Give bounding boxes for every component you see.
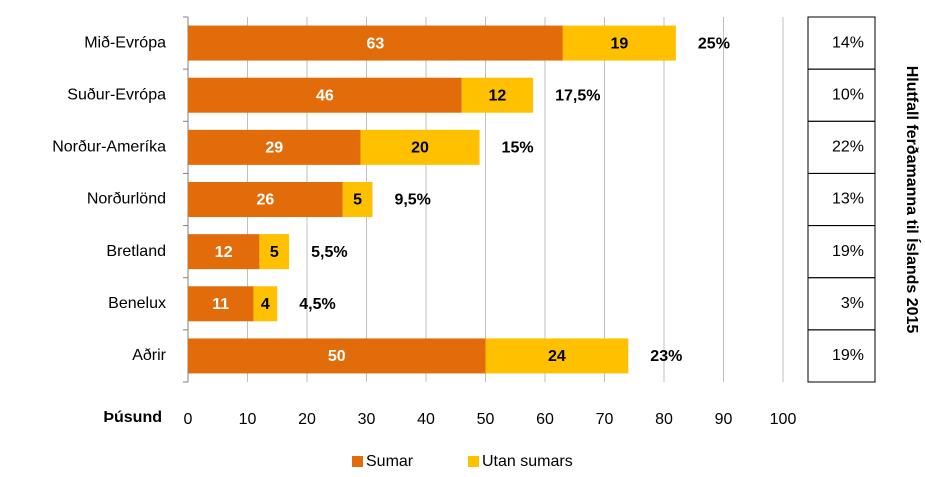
bar-value-label: 4	[261, 296, 270, 313]
bar-value-label: 12	[489, 87, 507, 104]
annotation: 4,5%	[299, 296, 335, 313]
x-tick-label: 10	[239, 411, 257, 428]
bar	[253, 286, 278, 322]
legend-label: Utan sumars	[482, 453, 573, 470]
x-tick-label: 60	[536, 411, 554, 428]
y-tick-label: Mið-Evrópa	[84, 34, 166, 51]
bar-value-label: 5	[353, 192, 362, 209]
annotation: 9,5%	[394, 192, 430, 209]
bar-value-label: 24	[548, 348, 566, 365]
y-tick-label: Suður-Evrópa	[67, 86, 166, 103]
bar-value-label: 26	[256, 192, 274, 209]
bar-value-label: 19	[610, 35, 628, 52]
x-axis-label: Þúsund	[103, 409, 162, 426]
bar-value-label: 63	[367, 35, 385, 52]
x-tick-label: 80	[655, 411, 673, 428]
y-tick-label: Aðrir	[132, 347, 166, 364]
bar	[188, 182, 343, 217]
legend-swatch	[468, 456, 479, 467]
bar-value-label: 50	[328, 348, 346, 365]
x-tick-label: 50	[477, 411, 495, 428]
table-value: 14%	[832, 34, 864, 51]
bar	[360, 129, 480, 165]
bar-value-label: 20	[411, 140, 429, 157]
bar	[188, 286, 254, 322]
table-value: 22%	[832, 139, 864, 156]
x-tick-label: 40	[417, 411, 435, 428]
legend-swatch	[352, 456, 363, 467]
bar	[562, 25, 676, 61]
x-tick-label: 90	[715, 411, 733, 428]
x-tick-label: 30	[358, 411, 376, 428]
bar-value-label: 12	[215, 244, 233, 261]
bar	[188, 129, 361, 165]
bar	[188, 338, 486, 374]
y-tick-label: Norðurlönd	[87, 191, 166, 208]
bar	[342, 182, 373, 217]
annotation: 25%	[698, 35, 730, 52]
bar-value-label: 29	[265, 140, 283, 157]
table-value: 19%	[832, 347, 864, 364]
annotation: 23%	[650, 348, 682, 365]
table-title: Hlutfall ferðamanna til Íslands 2015	[903, 66, 922, 334]
bar-value-label: 46	[316, 87, 334, 104]
table-value: 3%	[841, 295, 864, 312]
table-cell	[807, 329, 876, 383]
bar-value-label: 5	[270, 244, 279, 261]
x-tick-label: 70	[596, 411, 614, 428]
y-tick-label: Norður-Ameríka	[52, 139, 166, 156]
table-value: 13%	[832, 191, 864, 208]
annotation: 5,5%	[311, 244, 347, 261]
y-tick-label: Bretland	[106, 243, 166, 260]
annotation: 17,5%	[555, 87, 600, 104]
bar	[188, 77, 462, 113]
x-tick-label: 0	[184, 411, 193, 428]
annotation: 15%	[502, 140, 534, 157]
bar	[461, 77, 534, 113]
legend-label: Sumar	[366, 453, 414, 470]
bar	[485, 338, 629, 374]
bar-value-label: 11	[212, 296, 229, 313]
bar	[188, 25, 563, 61]
bar	[259, 234, 290, 270]
bar	[188, 234, 260, 270]
x-tick-label: 100	[770, 411, 797, 428]
table-value: 19%	[832, 243, 864, 260]
y-tick-label: Benelux	[108, 295, 166, 312]
table-value: 10%	[832, 86, 864, 103]
x-tick-label: 20	[298, 411, 316, 428]
